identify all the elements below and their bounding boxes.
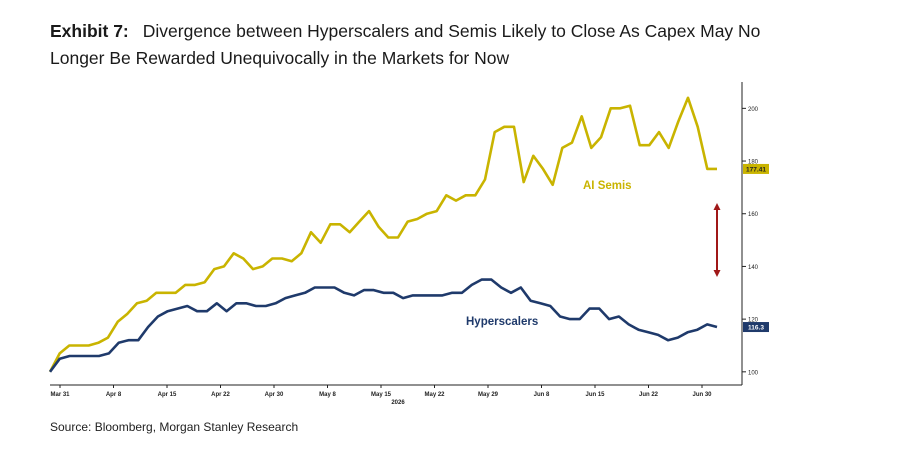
y-tick-label: 100 (748, 370, 759, 376)
y-tick-label: 180 (748, 160, 759, 166)
y-tick-label: 200 (748, 107, 759, 113)
series-line-ai-semis (48, 96, 717, 373)
x-year-label: 2026 (391, 400, 405, 406)
x-tick-label: May 15 (371, 392, 392, 398)
exhibit-label: Exhibit 7: (50, 21, 129, 41)
y-tick-label: 160 (748, 212, 759, 218)
chart-title: Exhibit 7: Divergence between Hyperscaler… (50, 18, 810, 72)
x-tick-label: Mar 31 (50, 392, 70, 398)
x-tick-label: Jun 8 (534, 392, 550, 398)
x-tick-label: May 8 (319, 392, 336, 398)
x-tick-label: Jun 22 (639, 392, 659, 398)
x-tick-label: May 22 (424, 392, 445, 398)
last-value-badge (743, 322, 769, 333)
gap-arrow-head-bottom (713, 270, 721, 277)
last-value-label: 116.3 (748, 325, 764, 332)
x-tick-label: May 29 (478, 392, 499, 398)
x-tick-label: Jun 30 (692, 392, 712, 398)
last-value-badge (743, 163, 769, 174)
x-tick-label: Apr 30 (265, 392, 284, 398)
series-label-hyperscalers: Hyperscalers (466, 316, 538, 328)
x-tick-label: Jun 15 (585, 392, 605, 398)
last-value-label: 177.41 (746, 166, 766, 173)
y-tick-label: 120 (748, 318, 759, 324)
x-tick-label: Apr 8 (106, 392, 122, 398)
gap-arrow-head-top (713, 203, 721, 210)
exhibit-title: Divergence between Hyperscalers and Semi… (50, 21, 761, 68)
y-tick-label: 140 (748, 265, 759, 271)
series-label-ai-semis: AI Semis (583, 180, 632, 192)
series-line-hyperscalers (48, 278, 718, 373)
x-tick-label: Apr 22 (211, 392, 230, 398)
x-tick-label: Apr 15 (158, 392, 177, 398)
source-note: Source: Bloomberg, Morgan Stanley Resear… (50, 420, 299, 434)
